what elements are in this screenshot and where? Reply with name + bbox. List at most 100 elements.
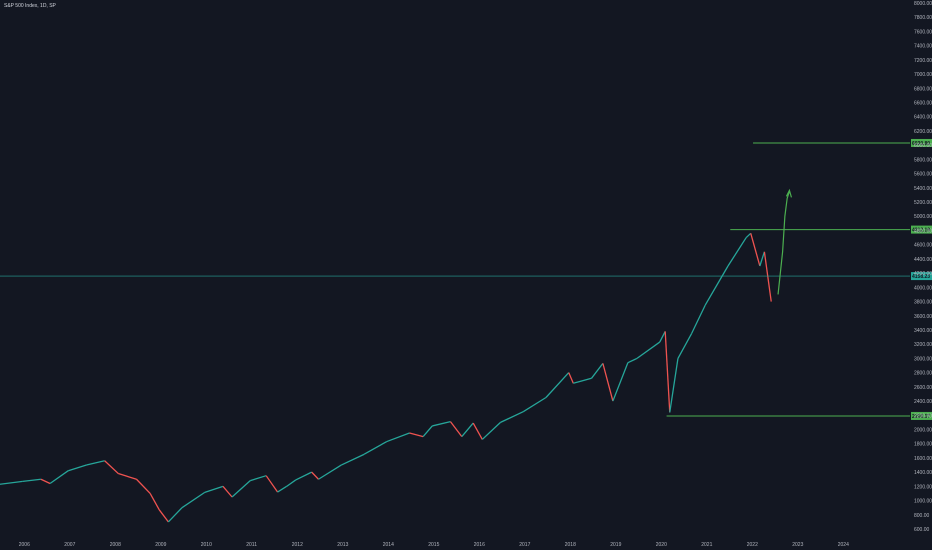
level-label-bg	[911, 411, 932, 420]
price-segment	[750, 233, 761, 267]
x-tick-label: 2023	[792, 542, 803, 548]
price-segment	[669, 358, 679, 413]
price-segment	[277, 485, 287, 493]
y-tick-label: 2600.00	[914, 385, 932, 391]
x-tick-label: 2007	[64, 542, 75, 548]
price-segment	[759, 251, 766, 267]
x-tick-label: 2022	[747, 542, 758, 548]
chart-title: S&P 500 Index, 1D, SP	[4, 3, 56, 9]
current-price-label: 4158.23	[912, 274, 930, 280]
x-tick-label: 2011	[246, 542, 257, 548]
y-tick-label: 7800.00	[914, 15, 932, 21]
price-segment	[461, 422, 474, 438]
level-label: 2190.37	[912, 414, 930, 420]
x-tick-label: 2017	[519, 542, 530, 548]
price-segment	[386, 432, 410, 443]
price-segment	[0, 480, 23, 485]
x-tick-label: 2016	[474, 542, 485, 548]
y-tick-label: 4800.00	[914, 228, 932, 234]
y-tick-label: 3400.00	[914, 328, 932, 334]
price-segment	[677, 333, 693, 359]
y-tick-label: 8000.00	[914, 1, 932, 7]
y-tick-label: 4400.00	[914, 257, 932, 263]
y-tick-label: 1000.00	[914, 499, 932, 505]
price-segment	[22, 478, 42, 483]
price-segment	[602, 363, 614, 402]
y-tick-label: 2800.00	[914, 371, 932, 377]
price-segment	[250, 475, 267, 482]
x-tick-label: 2014	[383, 542, 394, 548]
x-tick-label: 2020	[656, 542, 667, 548]
y-tick-label: 4200.00	[914, 271, 932, 277]
level-label: 6030.80	[912, 141, 930, 147]
price-segment	[286, 479, 297, 487]
price-segment	[590, 362, 604, 379]
y-tick-label: 4600.00	[914, 243, 932, 249]
y-tick-label: 2000.00	[914, 427, 932, 433]
y-tick-label: 3800.00	[914, 300, 932, 306]
x-tick-label: 2015	[428, 542, 439, 548]
y-tick-label: 2400.00	[914, 399, 932, 405]
price-segment	[222, 485, 233, 498]
y-tick-label: 6400.00	[914, 115, 932, 121]
x-tick-label: 2018	[565, 542, 576, 548]
price-segment	[432, 421, 451, 427]
price-segment	[500, 411, 524, 423]
current-price-label-bg	[911, 272, 932, 281]
price-segment	[691, 304, 706, 334]
price-segment	[664, 331, 671, 413]
price-segment	[118, 472, 137, 480]
price-segment	[627, 357, 638, 364]
y-tick-label: 3200.00	[914, 342, 932, 348]
level-label: 4812.19	[912, 228, 930, 234]
y-tick-label: 1200.00	[914, 484, 932, 490]
price-segment	[573, 377, 592, 384]
y-tick-label: 5200.00	[914, 200, 932, 206]
price-segment	[612, 362, 629, 402]
x-tick-label: 2009	[155, 542, 166, 548]
x-tick-label: 2024	[838, 542, 849, 548]
price-segment	[727, 237, 747, 267]
price-segment	[311, 471, 319, 480]
price-segment	[522, 396, 547, 413]
y-tick-label: 6600.00	[914, 101, 932, 107]
price-segment	[363, 441, 388, 455]
arrow-head	[785, 188, 793, 198]
y-tick-label: 6200.00	[914, 129, 932, 135]
x-tick-label: 2012	[292, 542, 303, 548]
price-segment	[295, 471, 312, 481]
price-segment	[49, 470, 69, 485]
y-tick-label: 1600.00	[914, 456, 932, 462]
price-segment	[104, 460, 119, 475]
price-segment	[340, 453, 365, 466]
price-segment	[158, 509, 169, 523]
price-segment	[659, 331, 666, 343]
price-segment	[636, 341, 661, 359]
price-segment	[265, 475, 279, 493]
y-tick-label: 1800.00	[914, 442, 932, 448]
y-tick-label: 5000.00	[914, 214, 932, 220]
y-tick-label: 6000.00	[914, 143, 932, 149]
price-segment	[472, 422, 483, 440]
x-tick-label: 2013	[337, 542, 348, 548]
y-tick-label: 7000.00	[914, 72, 932, 78]
level-label-bg	[911, 225, 932, 234]
y-tick-label: 4000.00	[914, 285, 932, 291]
y-tick-label: 5800.00	[914, 157, 932, 163]
y-tick-label: 2200.00	[914, 413, 932, 419]
x-tick-label: 2006	[19, 542, 30, 548]
x-tick-label: 2021	[701, 542, 712, 548]
price-segment	[204, 485, 224, 494]
x-tick-label: 2010	[201, 542, 212, 548]
price-segment	[422, 425, 433, 438]
price-segment	[481, 421, 501, 440]
price-segment	[409, 432, 424, 438]
price-segment	[136, 478, 151, 494]
price-segment	[86, 460, 105, 466]
price-segment	[745, 232, 752, 239]
level-label-bg	[911, 138, 932, 147]
projection-arrow[interactable]	[777, 191, 790, 295]
y-tick-label: 5400.00	[914, 186, 932, 192]
y-tick-label: 7200.00	[914, 58, 932, 64]
